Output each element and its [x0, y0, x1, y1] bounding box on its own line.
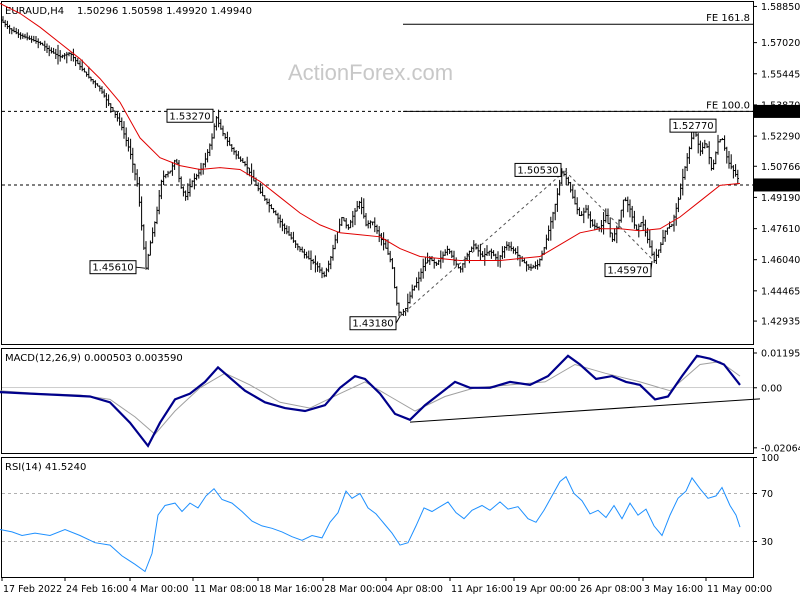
price-y-tick-label: 1.50766 — [761, 162, 800, 173]
swing-label-box — [89, 260, 137, 275]
price-tag-label: 1.53540 — [760, 107, 799, 118]
swing-label: 1.45970 — [607, 266, 648, 277]
price-y-tick-label: 1.42935 — [761, 317, 800, 328]
rsi-y-tick-label: 30 — [761, 537, 773, 548]
swing-label-box — [514, 162, 562, 177]
price-y-tick-label: 1.47610 — [761, 224, 800, 235]
x-tick-label: 4 Apr 08:00 — [387, 584, 443, 595]
swing-label-box — [669, 118, 717, 133]
macd-y-tick-label: 0.00 — [761, 383, 782, 394]
swing-label-box — [604, 263, 652, 278]
x-tick-label: 24 Feb 16:00 — [66, 584, 128, 595]
rsi-y-tick-label: 70 — [761, 489, 773, 500]
swing-label: 1.53270 — [169, 111, 210, 122]
swing-label: 1.43180 — [352, 319, 393, 330]
price-y-tick-label: 1.58850 — [761, 2, 800, 13]
price-title: EURAUD,H4 — [5, 6, 64, 17]
macd-y-tick-label: 0.011958 — [761, 348, 800, 359]
price-plot: FE 161.8 FE 100.0 1.53270 1.45610 1.43180 1.5… — [0, 3, 753, 331]
price-tag — [754, 104, 800, 118]
swing-label-box — [166, 108, 214, 123]
macd-signal-line — [0, 361, 741, 436]
price-panel — [1, 1, 754, 345]
swing-label-leader — [135, 266, 146, 269]
macd-y-tick-label: -0.020649 — [761, 443, 800, 454]
macd-title: MACD(12,26,9) 0.000503 0.003590 — [5, 353, 183, 364]
price-y-tick-label: 1.49190 — [761, 193, 800, 204]
swing-label: 1.52770 — [672, 121, 713, 132]
moving-average-line — [0, 3, 741, 261]
price-ohlc-header: 1.50296 1.50598 1.49920 1.49940 — [77, 6, 252, 17]
price-y-tick-label: 1.52290 — [761, 132, 800, 143]
x-tick-label: 18 Mar 16:00 — [259, 584, 322, 595]
x-tick-label: 11 Mar 08:00 — [194, 584, 257, 595]
macd-panel — [1, 348, 754, 454]
x-tick-label: 3 May 16:00 — [644, 584, 703, 595]
watermark: ActionForex.com — [288, 60, 453, 85]
rsi-panel — [1, 457, 754, 578]
swing-label: 1.45610 — [92, 263, 133, 274]
x-tick-label: 26 Apr 08:00 — [580, 584, 642, 595]
macd-line — [0, 354, 741, 448]
x-tick-label: 11 May 00:00 — [707, 584, 772, 595]
macd-trendline — [409, 398, 761, 423]
x-tick-label: 4 Mar 00:00 — [131, 584, 188, 595]
x-tick-label: 11 Apr 16:00 — [451, 584, 513, 595]
rsi-line — [0, 475, 741, 573]
swing-label-leader — [395, 315, 401, 324]
rsi-plot — [0, 475, 753, 573]
swing-label: 1.50530 — [517, 165, 558, 176]
price-y-tick-label: 1.44465 — [761, 286, 800, 297]
fib-level-label: FE 161.8 — [706, 13, 750, 24]
macd-plot — [0, 354, 761, 448]
x-tick-label: 28 Mar 00:00 — [324, 584, 387, 595]
price-y-tick-label: 1.57020 — [761, 38, 800, 49]
rsi-title: RSI(14) 41.5240 — [5, 462, 86, 473]
fib-level-label: FE 100.0 — [706, 100, 750, 111]
price-tag — [754, 178, 800, 192]
rsi-y-tick-label: 100 — [761, 453, 779, 464]
price-y-tick-label: 1.46040 — [761, 255, 800, 266]
price-tag-label: 1.49820 — [760, 180, 799, 191]
swing-label-box — [349, 316, 397, 331]
projection-line — [399, 170, 566, 317]
price-y-tick-label: 1.55445 — [761, 69, 800, 80]
x-tick-label: 19 Apr 00:00 — [515, 584, 577, 595]
x-tick-label: 17 Feb 2022 — [3, 584, 62, 595]
